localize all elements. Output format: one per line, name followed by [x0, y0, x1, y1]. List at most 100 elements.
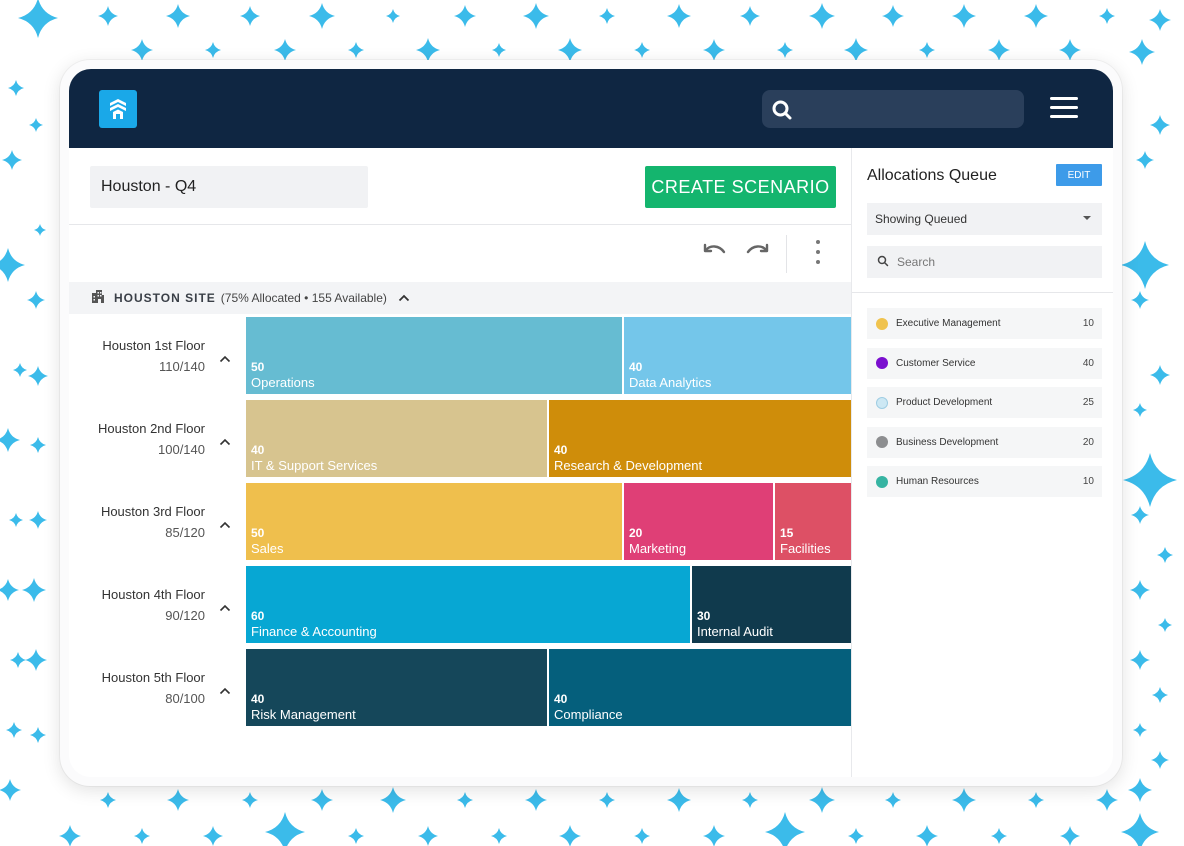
department-allocation-tile[interactable]: 50 Operations — [246, 317, 622, 394]
department-allocation-tile[interactable]: 40 Research & Development — [549, 400, 851, 477]
department-allocation-tile[interactable]: 15 Facilities — [775, 483, 851, 560]
sparkle-icon — [0, 248, 25, 282]
sparkle-icon — [6, 722, 22, 738]
sparkle-icon — [386, 9, 400, 23]
floor-name: Houston 1st Floor — [102, 338, 205, 353]
top-navigation-bar — [69, 69, 1113, 148]
color-dot — [876, 396, 888, 409]
sparkle-icon — [703, 825, 725, 846]
sparkle-icon — [599, 792, 615, 808]
queue-item[interactable]: Executive Management 10 — [867, 308, 1102, 339]
sparkle-icon — [848, 828, 864, 844]
sparkle-icon — [311, 789, 333, 811]
department-allocation-tile[interactable]: 40 Data Analytics — [624, 317, 851, 394]
sparkle-icon — [30, 727, 46, 743]
more-vertical-icon[interactable] — [814, 240, 822, 264]
color-dot — [876, 436, 888, 448]
queue-search-input[interactable]: Search — [867, 246, 1102, 278]
department-name: Compliance — [554, 707, 623, 722]
edit-button[interactable]: EDIT — [1056, 164, 1102, 186]
department-allocation-tile[interactable]: 50 Sales — [246, 483, 622, 560]
queue-item-label: Product Development — [896, 397, 993, 408]
sparkle-icon — [634, 828, 650, 844]
logo-icon[interactable] — [99, 90, 137, 128]
sparkle-icon — [765, 812, 805, 846]
sparkle-icon — [348, 828, 364, 844]
sparkle-icon — [131, 39, 153, 61]
sparkle-icon — [952, 4, 976, 28]
sparkle-icon — [809, 787, 835, 813]
sparkle-icon — [134, 828, 150, 844]
sparkle-icon — [1149, 9, 1171, 31]
chevron-up-icon[interactable] — [219, 433, 231, 451]
queue-item-label: Customer Service — [896, 357, 976, 369]
queue-item[interactable]: Product Development 25 — [867, 387, 1102, 418]
allocation-count: 40 — [554, 443, 568, 457]
sparkle-icon — [809, 3, 835, 29]
sparkle-icon — [457, 792, 473, 808]
department-allocation-tile[interactable]: 40 IT & Support Services — [246, 400, 547, 477]
department-allocation-tile[interactable]: 30 Internal Audit — [692, 566, 851, 643]
sparkle-icon — [1123, 453, 1177, 507]
sparkle-icon — [9, 513, 23, 527]
sparkle-icon — [454, 5, 476, 27]
search-icon — [771, 99, 793, 126]
sparkle-icon — [991, 828, 1007, 844]
redo-icon[interactable] — [745, 242, 769, 263]
queue-item-label: Human Resources — [896, 476, 979, 487]
create-scenario-button[interactable]: CREATE SCENARIO — [645, 166, 836, 208]
chevron-up-icon[interactable] — [219, 682, 231, 700]
queue-item[interactable]: Customer Service 40 — [867, 347, 1102, 379]
sparkle-icon — [1150, 115, 1170, 135]
department-allocation-tile[interactable]: 60 Finance & Accounting — [246, 566, 690, 643]
allocation-count: 40 — [629, 360, 643, 374]
scenario-name-input[interactable] — [90, 166, 368, 208]
color-dot — [876, 357, 888, 369]
sparkle-icon — [1131, 506, 1149, 524]
chevron-up-icon[interactable] — [219, 599, 231, 617]
site-header[interactable]: HOUSTON SITE (75% Allocated • 155 Availa… — [69, 282, 851, 314]
color-dot — [876, 317, 888, 330]
allocation-count: 40 — [251, 443, 265, 457]
allocation-count: 20 — [629, 526, 643, 540]
sparkle-icon — [1158, 618, 1172, 632]
sparkle-icon — [1129, 39, 1155, 65]
sparkle-icon — [558, 38, 582, 62]
hamburger-menu-icon[interactable] — [1048, 97, 1082, 119]
queue-item-count: 25 — [1082, 397, 1094, 408]
sparkle-icon — [885, 792, 901, 808]
chevron-up-icon[interactable] — [219, 516, 231, 534]
department-name: Facilities — [780, 541, 831, 556]
sparkle-icon — [30, 437, 46, 453]
search-placeholder: Search — [897, 255, 936, 269]
department-allocation-tile[interactable]: 40 Risk Management — [246, 649, 547, 726]
allocation-count: 60 — [251, 609, 265, 623]
sparkle-icon — [240, 6, 260, 26]
global-search-input[interactable] — [762, 90, 1024, 128]
sparkle-icon — [29, 118, 43, 132]
sparkle-icon — [491, 828, 507, 844]
sparkle-icon — [952, 788, 976, 812]
department-allocation-tile[interactable]: 40 Compliance — [549, 649, 851, 726]
sparkle-icon — [667, 4, 691, 28]
floor-capacity: 80/100 — [165, 691, 205, 706]
color-dot — [876, 475, 888, 488]
queue-item[interactable]: Human Resources 10 — [867, 466, 1102, 497]
queue-item-count: 20 — [1082, 436, 1094, 448]
chevron-up-icon[interactable] — [219, 350, 231, 368]
sparkle-icon — [1152, 687, 1168, 703]
queue-item[interactable]: Business Development 20 — [867, 426, 1102, 458]
sparkle-icon — [492, 43, 506, 57]
undo-icon[interactable] — [703, 242, 727, 263]
sparkle-icon — [777, 42, 793, 58]
toolbar-divider — [786, 235, 787, 273]
chevron-up-icon[interactable] — [398, 289, 410, 307]
sparkle-icon — [1099, 8, 1115, 24]
allocations-queue-panel: Allocations Queue EDIT Showing Queued Se… — [851, 148, 1113, 777]
sparkle-icon — [167, 789, 189, 811]
queue-item-count: 10 — [1082, 476, 1094, 487]
queue-filter-select[interactable]: Showing Queued — [867, 203, 1102, 235]
sparkle-icon — [416, 38, 440, 62]
department-allocation-tile[interactable]: 20 Marketing — [624, 483, 773, 560]
sparkle-icon — [1150, 365, 1170, 385]
